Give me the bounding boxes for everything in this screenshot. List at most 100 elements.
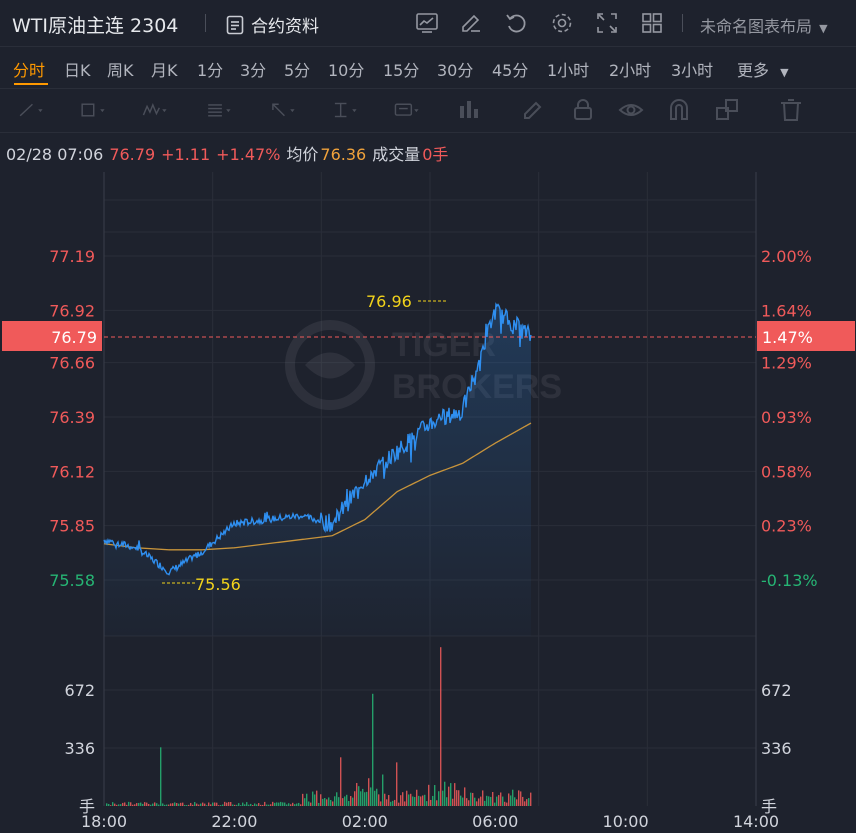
volume-bar [210,804,212,806]
volume-bar [490,796,492,806]
volume-bar [172,803,174,806]
fib-tool-icon[interactable] [206,97,232,123]
undo-icon[interactable] [503,10,529,36]
fullscreen-icon[interactable] [594,10,620,36]
info-volume-label: 成交量 [372,145,421,164]
volume-bar [134,804,136,806]
interval-30分[interactable]: 30分 [437,61,474,80]
settings-icon[interactable] [549,10,575,36]
volume-bar [116,804,118,806]
volume-bar [482,790,484,806]
interval-1小时[interactable]: 1小时 [547,61,590,80]
price-tick-label: 76.92 [49,301,95,320]
volume-bar [248,804,250,806]
interval-1分[interactable]: 1分 [197,61,224,80]
edit-icon[interactable] [458,10,484,36]
interval-15分[interactable]: 15分 [383,61,420,80]
arrow-tool-icon[interactable] [270,97,296,123]
volume-bar [416,789,418,806]
volume-bar [400,795,402,806]
price-tick-label: 76.39 [49,408,95,427]
volume-bar [122,802,124,806]
interval-3分[interactable]: 3分 [240,61,267,80]
volume-bar [108,803,110,806]
contract-info-button[interactable]: 合约资料 [226,12,319,37]
volume-bar [332,801,334,806]
price-tick-label: 76.12 [49,462,95,481]
interval-45分[interactable]: 45分 [492,61,529,80]
pattern-tool-icon[interactable] [142,97,168,123]
rect-tool-icon[interactable] [80,97,106,123]
volume-bar [278,802,280,806]
layers-icon[interactable] [714,97,740,123]
volume-bar [496,796,498,806]
lock-icon[interactable] [570,97,596,123]
volume-bar [266,804,268,806]
magnet-icon[interactable] [666,97,692,123]
brush-icon[interactable] [520,97,546,123]
volume-bar [166,804,168,806]
interval-2小时[interactable]: 2小时 [609,61,652,80]
measure-tool-icon[interactable] [332,97,358,123]
grid-icon[interactable] [639,10,665,36]
volume-bar [300,804,302,806]
interval-分时[interactable]: 分时 [13,61,46,80]
volume-bar [190,802,192,806]
volume-bar [438,791,440,806]
volume-bar [174,802,176,806]
volume-bar [368,778,370,806]
interval-3小时[interactable]: 3小时 [671,61,714,80]
volume-bar [428,784,430,806]
volume-bars [106,647,532,806]
active-interval-indicator [14,83,48,85]
volume-bar [282,802,284,806]
volume-bar [350,796,352,806]
volume-bar [378,794,380,806]
volume-bar [442,790,444,806]
volume-bar [158,804,160,806]
interval-5分[interactable]: 5分 [284,61,311,80]
volume-bar [380,801,382,806]
line-tool-icon[interactable] [18,97,44,123]
volume-bar [148,803,150,806]
volume-bar [170,803,172,806]
volume-bar [322,798,324,806]
volume-bar [200,803,202,806]
time-tick-label: 22:00 [211,812,257,831]
volume-bar [524,801,526,806]
chart-type-icon[interactable] [456,97,482,123]
interval-周K[interactable]: 周K [107,61,134,80]
volume-bar [168,804,170,806]
info-avg-value: 76.36 [320,145,367,164]
volume-bar [398,802,400,806]
volume-bar [156,803,158,806]
volume-bar [506,802,508,806]
volume-bar [326,799,328,806]
text-tool-icon[interactable] [394,97,420,123]
eye-icon[interactable] [618,97,644,123]
trash-icon[interactable] [778,97,804,123]
interval-月K[interactable]: 月K [151,61,178,80]
volume-bar [320,794,322,806]
volume-bar [426,801,428,806]
pct-tick-label: -0.13% [761,571,818,590]
volume-bar [222,804,224,806]
volume-tick-label: 672 [761,681,792,700]
more-intervals-button[interactable]: 更多 ▼ [737,57,789,81]
volume-tick-label: 手 [761,797,777,816]
chart-icon[interactable] [414,10,440,36]
volume-bar [424,794,426,806]
volume-bar [430,799,432,806]
volume-bar [246,802,248,806]
layout-selector[interactable]: 未命名图表布局 ▼ [700,13,828,37]
symbol-title[interactable]: WTI原油主连 2304 [12,15,179,37]
interval-日K[interactable]: 日K [64,61,91,80]
volume-bar [374,790,376,806]
divider [682,14,683,32]
interval-10分[interactable]: 10分 [328,61,365,80]
current-pct-tag [757,321,855,351]
time-tick-label: 10:00 [603,812,649,831]
volume-bar [118,804,120,806]
volume-bar [110,805,112,806]
